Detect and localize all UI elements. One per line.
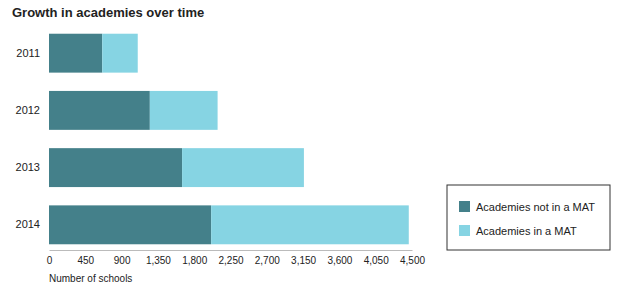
legend: Academies not in a MAT Academies in a MAT: [447, 185, 610, 250]
y-tick-label: 2011: [16, 47, 40, 59]
x-tick-label: 3,600: [327, 255, 352, 266]
x-tick-label: 3,150: [291, 255, 316, 266]
x-tick: 3,600: [327, 250, 352, 266]
x-axis: 0 450 900 1,350 1,800 2,250 2,700 3,150 3,600 4,0…: [47, 250, 426, 266]
x-tick-label: 900: [114, 255, 131, 266]
bar: [182, 148, 304, 187]
plot: 0 450 900 1,350 1,800 2,250 2,700 3,150 3,600 4,0…: [16, 29, 426, 267]
bar: [150, 91, 218, 130]
chart: Growth in academies over time 0 450 900 1,35…: [0, 0, 630, 290]
x-tick-label: 2,250: [218, 255, 243, 266]
x-tick: 4,050: [364, 250, 389, 266]
x-tick-label: 2,700: [255, 255, 280, 266]
bar: [49, 34, 102, 73]
series: [49, 34, 211, 245]
x-axis-line: [50, 250, 413, 251]
x-tick-label: 4,050: [364, 255, 389, 266]
legend-label: Academies not in a MAT: [476, 201, 595, 213]
x-tick-label: 1,800: [182, 255, 207, 266]
bar: [49, 148, 182, 187]
title: Growth in academies over time: [12, 5, 204, 20]
legend-box: [447, 185, 610, 250]
x-axis-title: Number of schools: [49, 273, 132, 284]
y-axis-line: [49, 29, 50, 251]
y-tick: 2014: [16, 218, 49, 230]
legend-swatch: [459, 201, 470, 212]
bars: [49, 34, 409, 245]
y-tick-label: 2012: [16, 104, 40, 116]
y-tick: 2013: [16, 161, 49, 173]
x-tick: 900: [114, 250, 131, 266]
x-tick: 1,350: [146, 250, 171, 266]
x-tick: 2,700: [255, 250, 280, 266]
x-tick: 2,250: [218, 250, 243, 266]
bar: [49, 91, 150, 130]
x-tick: 4,500: [400, 250, 425, 266]
x-tick: 450: [77, 250, 94, 266]
x-tick-label: 1,350: [146, 255, 171, 266]
y-tick: 2011: [16, 47, 49, 59]
legend-swatch: [459, 225, 470, 236]
bar: [211, 205, 409, 244]
series: [102, 34, 409, 245]
x-tick-label: 0: [47, 255, 53, 266]
y-tick: 2012: [16, 104, 49, 116]
y-axis: 2011 2012 2013 2014: [16, 29, 50, 251]
legend-label: Academies in a MAT: [476, 225, 577, 237]
bar: [102, 34, 137, 73]
x-tick: 1,800: [182, 250, 207, 266]
y-tick-label: 2014: [16, 218, 40, 230]
x-tick-label: 450: [77, 255, 94, 266]
x-tick: 0: [47, 250, 53, 266]
x-tick-label: 4,500: [400, 255, 425, 266]
y-tick-label: 2013: [16, 161, 40, 173]
x-tick: 3,150: [291, 250, 316, 266]
bar: [49, 205, 211, 244]
